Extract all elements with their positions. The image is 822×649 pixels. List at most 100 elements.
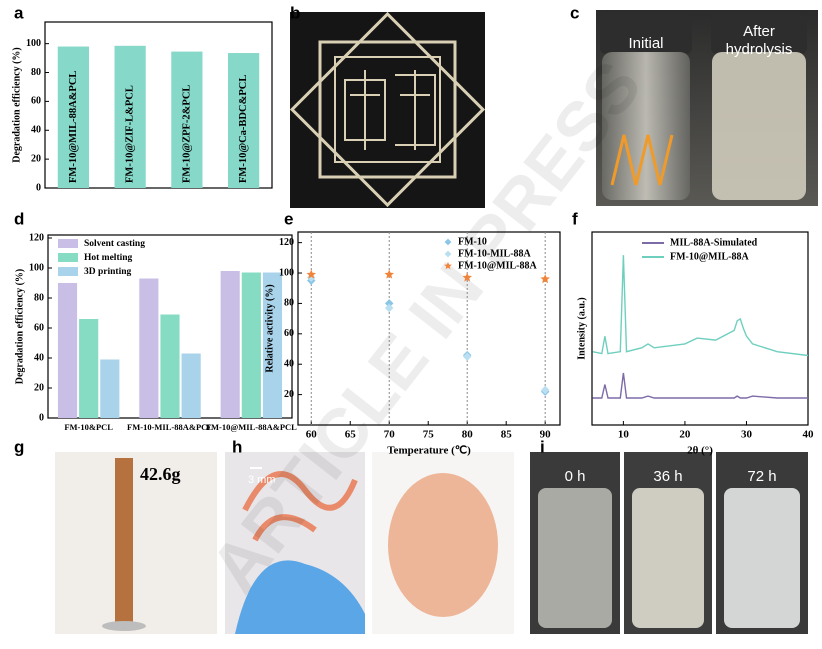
photo-c xyxy=(596,10,818,206)
legend-swatch xyxy=(58,267,78,276)
photo-label: hydrolysis xyxy=(726,41,793,58)
photo-label: After xyxy=(743,23,775,40)
x-tick-label: FM-10-MIL-88A&PCL xyxy=(127,422,213,432)
y-tick-label: 120 xyxy=(279,237,294,248)
bar xyxy=(79,319,99,418)
marker xyxy=(444,250,452,258)
y-axis-label: Intensity (a.u.) xyxy=(576,297,587,360)
y-axis-label: Relative activity (%) xyxy=(264,284,275,372)
x-axis-label: 2θ (°) xyxy=(687,445,713,457)
marker xyxy=(384,303,394,313)
y-tick-label: 20 xyxy=(284,389,294,400)
legend-label: 3D printing xyxy=(84,267,131,277)
bar xyxy=(241,272,261,418)
y-axis-label: Degradation efficiency (%) xyxy=(14,269,25,385)
photo-i xyxy=(530,452,808,634)
x-tick-label: 80 xyxy=(462,429,474,441)
y-tick-label: 40 xyxy=(284,359,294,370)
marker xyxy=(540,385,550,395)
photo-h xyxy=(225,452,514,634)
x-tick-label: 90 xyxy=(540,429,552,441)
bar xyxy=(220,271,240,418)
photo-b xyxy=(289,11,486,208)
x-tick-label: 60 xyxy=(306,429,318,441)
data-line xyxy=(592,255,809,357)
y-tick-label: 100 xyxy=(26,38,41,49)
x-tick-label: 65 xyxy=(345,429,357,441)
x-tick-label: FM-10@MIL-88A&PCL xyxy=(206,422,297,432)
photo-label: 36 h xyxy=(653,468,682,485)
panel-label: a xyxy=(14,3,24,22)
legend-label: MIL-88A-Simulated xyxy=(670,237,758,248)
x-tick-label: 40 xyxy=(803,429,815,441)
legend-label: FM-10-MIL-88A xyxy=(458,248,532,259)
marker xyxy=(444,238,452,246)
marker xyxy=(462,272,472,282)
y-axis-label: Degradation efficiency (%) xyxy=(11,47,22,163)
photo-label: Initial xyxy=(628,35,663,52)
legend-swatch xyxy=(58,239,78,248)
legend-swatch xyxy=(58,253,78,262)
marker xyxy=(462,352,472,361)
bar xyxy=(262,272,283,418)
marker xyxy=(444,262,452,270)
x-tick-label: FM-10&PCL xyxy=(64,422,113,432)
photo-g xyxy=(55,452,217,634)
marker xyxy=(306,269,316,279)
legend-label: Hot melting xyxy=(84,253,133,263)
x-tick-label: 10 xyxy=(618,429,630,441)
data-line xyxy=(592,372,808,399)
panel-label: d xyxy=(14,209,24,228)
y-tick-label: 100 xyxy=(279,267,294,278)
legend-label: FM-10@MIL-88A xyxy=(670,251,750,262)
marker xyxy=(384,269,394,279)
bar xyxy=(57,46,89,189)
category-label: FM-10@Ca-BDC&PCL xyxy=(238,75,249,183)
plot-frame xyxy=(591,231,809,426)
y-tick-label: 0 xyxy=(39,412,44,423)
bar xyxy=(160,314,180,418)
plot-frame xyxy=(297,231,561,426)
bar xyxy=(57,283,78,418)
y-tick-label: 40 xyxy=(31,125,41,136)
x-tick-label: 75 xyxy=(423,429,435,441)
x-axis-label: Temperature (℃) xyxy=(387,445,471,457)
bar xyxy=(181,353,201,418)
y-tick-label: 80 xyxy=(284,298,294,309)
plot-frame xyxy=(44,21,273,189)
bar xyxy=(139,278,159,418)
y-tick-label: 40 xyxy=(34,352,44,363)
photo-label: 72 h xyxy=(747,468,776,485)
y-tick-label: 120 xyxy=(29,232,44,243)
panel-label: g xyxy=(14,437,24,456)
y-tick-label: 100 xyxy=(29,262,44,273)
bar xyxy=(171,51,203,188)
category-label: FM-10@MIL-88A&PCL xyxy=(68,71,79,183)
marker xyxy=(540,274,550,284)
panel-label: i xyxy=(540,437,545,456)
bar xyxy=(114,45,146,189)
y-tick-label: 80 xyxy=(34,292,44,303)
x-tick-label: 30 xyxy=(741,429,753,441)
panel-label: c xyxy=(570,3,579,22)
marker xyxy=(384,299,394,308)
legend-label: FM-10@MIL-88A xyxy=(458,260,538,271)
x-tick-label: 85 xyxy=(501,429,513,441)
legend-label: FM-10 xyxy=(458,236,487,247)
y-tick-label: 60 xyxy=(284,328,294,339)
photo-label: 0 h xyxy=(565,468,586,485)
panel-label: b xyxy=(290,3,300,22)
category-label: FM-10@ZPF-2&PCL xyxy=(181,85,192,183)
y-tick-label: 60 xyxy=(31,96,41,107)
panel-label: e xyxy=(284,209,293,228)
y-tick-label: 0 xyxy=(36,182,41,193)
x-tick-label: 20 xyxy=(679,429,691,441)
bar xyxy=(100,359,120,418)
bar xyxy=(228,53,260,188)
panel-label: h xyxy=(232,437,242,456)
y-tick-label: 80 xyxy=(31,67,41,78)
y-tick-label: 20 xyxy=(31,153,41,164)
panel-label: f xyxy=(572,209,578,228)
y-tick-label: 20 xyxy=(34,382,44,393)
